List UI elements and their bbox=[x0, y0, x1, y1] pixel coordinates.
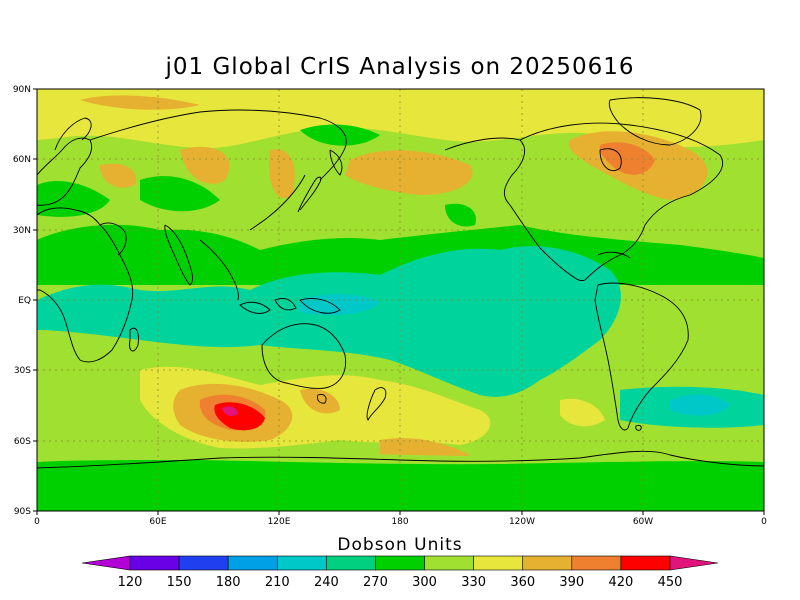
colorbar-tick-label: 180 bbox=[216, 575, 241, 590]
field-antarctic-yellow bbox=[37, 449, 764, 465]
lon-label-0-right: 0 bbox=[761, 517, 767, 527]
lat-label-60s: 60S bbox=[14, 437, 31, 447]
colorbar-swatch bbox=[129, 555, 180, 571]
coast-kamchatka bbox=[329, 149, 343, 176]
graticule bbox=[37, 89, 764, 511]
tick-marks bbox=[33, 88, 765, 515]
field-south-yellow-2 bbox=[560, 398, 605, 427]
colorbar-tick-label: 300 bbox=[412, 575, 437, 590]
field-south-orange-2 bbox=[300, 388, 340, 414]
field-north-orange-7 bbox=[269, 149, 295, 198]
lat-label-90n: 90N bbox=[13, 85, 31, 95]
field-tropics-270 bbox=[37, 246, 621, 397]
colorbar-arrow-low bbox=[81, 555, 131, 571]
coast-hudson bbox=[599, 148, 622, 172]
coast-newguinea bbox=[299, 298, 341, 314]
lat-label-30n: 30N bbox=[13, 226, 31, 236]
coast-africa bbox=[37, 207, 134, 363]
lon-label-120w: 120W bbox=[509, 517, 535, 527]
coast-indonesia-2 bbox=[274, 297, 297, 311]
lon-label-180: 180 bbox=[391, 517, 408, 527]
colorbar-title: Dobson Units bbox=[337, 535, 463, 555]
lon-label-60e: 60E bbox=[149, 517, 166, 527]
lon-label-0-left: 0 bbox=[34, 517, 40, 527]
colorbar: 120 150 180 210 240 270 300 330 360 390 420 450 bbox=[81, 555, 719, 590]
coast-madagascar bbox=[129, 327, 139, 352]
field-south-max bbox=[222, 406, 238, 416]
lat-label-eq: EQ bbox=[18, 296, 31, 306]
coast-alaska bbox=[444, 137, 525, 206]
field-north-orange-4 bbox=[345, 150, 473, 195]
lon-label-120e: 120E bbox=[268, 517, 291, 527]
lon-label-60w: 60W bbox=[633, 517, 653, 527]
colorbar-swatch bbox=[620, 555, 671, 571]
colorbar-swatch bbox=[522, 555, 573, 571]
map-title: j01 Global CrIS Analysis on 20250616 bbox=[165, 54, 635, 80]
field-green-3 bbox=[140, 176, 220, 212]
colorbar-swatch bbox=[227, 555, 278, 571]
field-cyan-2 bbox=[670, 394, 730, 416]
coast-caribbean bbox=[597, 251, 631, 259]
field-antarctic-green bbox=[37, 457, 764, 511]
coast-antarctica bbox=[37, 450, 764, 469]
coast-se-asia bbox=[199, 239, 239, 301]
field-north-yellow bbox=[37, 89, 764, 149]
coast-tasmania bbox=[317, 394, 327, 404]
coast-scandinavia bbox=[54, 117, 92, 151]
colorbar-swatch bbox=[276, 555, 327, 571]
coast-south-america bbox=[594, 282, 689, 431]
coast-japan bbox=[297, 176, 322, 213]
colorbar-tick-label: 150 bbox=[167, 575, 192, 590]
coast-north-america-west bbox=[509, 204, 586, 281]
colorbar-tick-label: 420 bbox=[608, 575, 633, 590]
colorbar-swatch bbox=[424, 555, 474, 571]
colorbar-swatch bbox=[326, 555, 376, 571]
colorbar-swatch bbox=[375, 555, 425, 571]
colorbar-tick-label: 120 bbox=[118, 575, 143, 590]
coastlines bbox=[37, 97, 764, 469]
lat-label-90s: 90S bbox=[14, 507, 31, 517]
field-green-4 bbox=[300, 124, 380, 146]
colorbar-swatch bbox=[473, 555, 524, 571]
field-green-5 bbox=[445, 203, 476, 227]
field-north-orange-3 bbox=[599, 142, 655, 175]
coast-china bbox=[249, 174, 306, 231]
colorbar-swatch bbox=[178, 555, 229, 571]
coast-indonesia-1 bbox=[239, 301, 271, 314]
coast-falklands bbox=[635, 424, 642, 431]
colorbar-arrow-high bbox=[669, 555, 719, 571]
colorbar-tick-label: 210 bbox=[265, 575, 290, 590]
coast-greenland bbox=[608, 97, 702, 146]
colorbar-tick-label: 390 bbox=[559, 575, 584, 590]
colorbar-tick-label: 270 bbox=[363, 575, 388, 590]
colorbar-tick-label: 330 bbox=[461, 575, 486, 590]
field-north-orange-5 bbox=[100, 163, 136, 188]
colorbar-tick-label: 360 bbox=[510, 575, 535, 590]
colorbar-tick-label: 450 bbox=[658, 575, 683, 590]
colorbar-tick-label: 240 bbox=[314, 575, 339, 590]
coast-arabia bbox=[99, 222, 127, 256]
field-north-orange-1 bbox=[80, 95, 200, 110]
coast-australia bbox=[261, 323, 347, 389]
coast-india bbox=[164, 224, 194, 286]
colorbar-swatch bbox=[571, 555, 622, 571]
coast-north-america bbox=[519, 122, 724, 281]
coast-europe bbox=[37, 137, 93, 206]
lat-label-60n: 60N bbox=[13, 155, 31, 165]
field-north-orange-6 bbox=[180, 146, 230, 184]
lat-label-30s: 30S bbox=[14, 366, 31, 376]
coast-asia-north bbox=[89, 109, 347, 181]
coast-new-zealand bbox=[366, 387, 387, 421]
